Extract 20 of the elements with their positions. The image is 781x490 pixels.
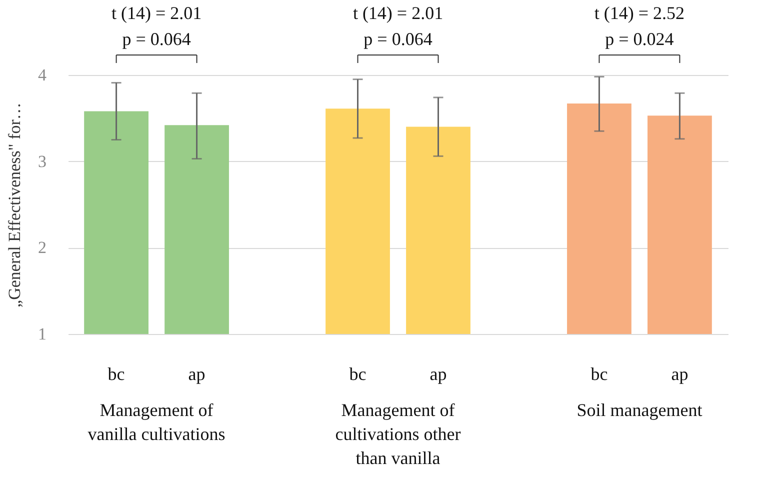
x-tick-label: Management of cultivations other than vanilla <box>335 400 461 468</box>
y-tick-label: 4 <box>38 66 47 84</box>
text: ap <box>671 364 688 384</box>
text: t (14) = 2.01 <box>352 3 444 23</box>
series-label: ap <box>188 364 206 384</box>
y-tick-label: 2 <box>38 238 46 258</box>
text: ap <box>430 364 447 384</box>
y-tick-label: 3 <box>38 152 46 171</box>
text: t (14) = 2.52 <box>594 3 685 23</box>
series-label: bc <box>108 364 125 384</box>
text: p = 0.064 <box>122 29 191 49</box>
y-axis-title: „General Effectiveness" for… <box>5 102 24 308</box>
x-tick-label: Management of vanilla cultivations <box>88 400 226 444</box>
text: bc <box>590 364 608 384</box>
text: p = 0.064 <box>364 29 432 49</box>
text: t (14) = 2.01 <box>111 3 202 23</box>
text: bc <box>349 364 366 384</box>
y-tick-label: 1 <box>38 324 46 344</box>
x-tick-label: Soil management <box>576 400 702 420</box>
text: p = 0.024 <box>605 29 674 49</box>
